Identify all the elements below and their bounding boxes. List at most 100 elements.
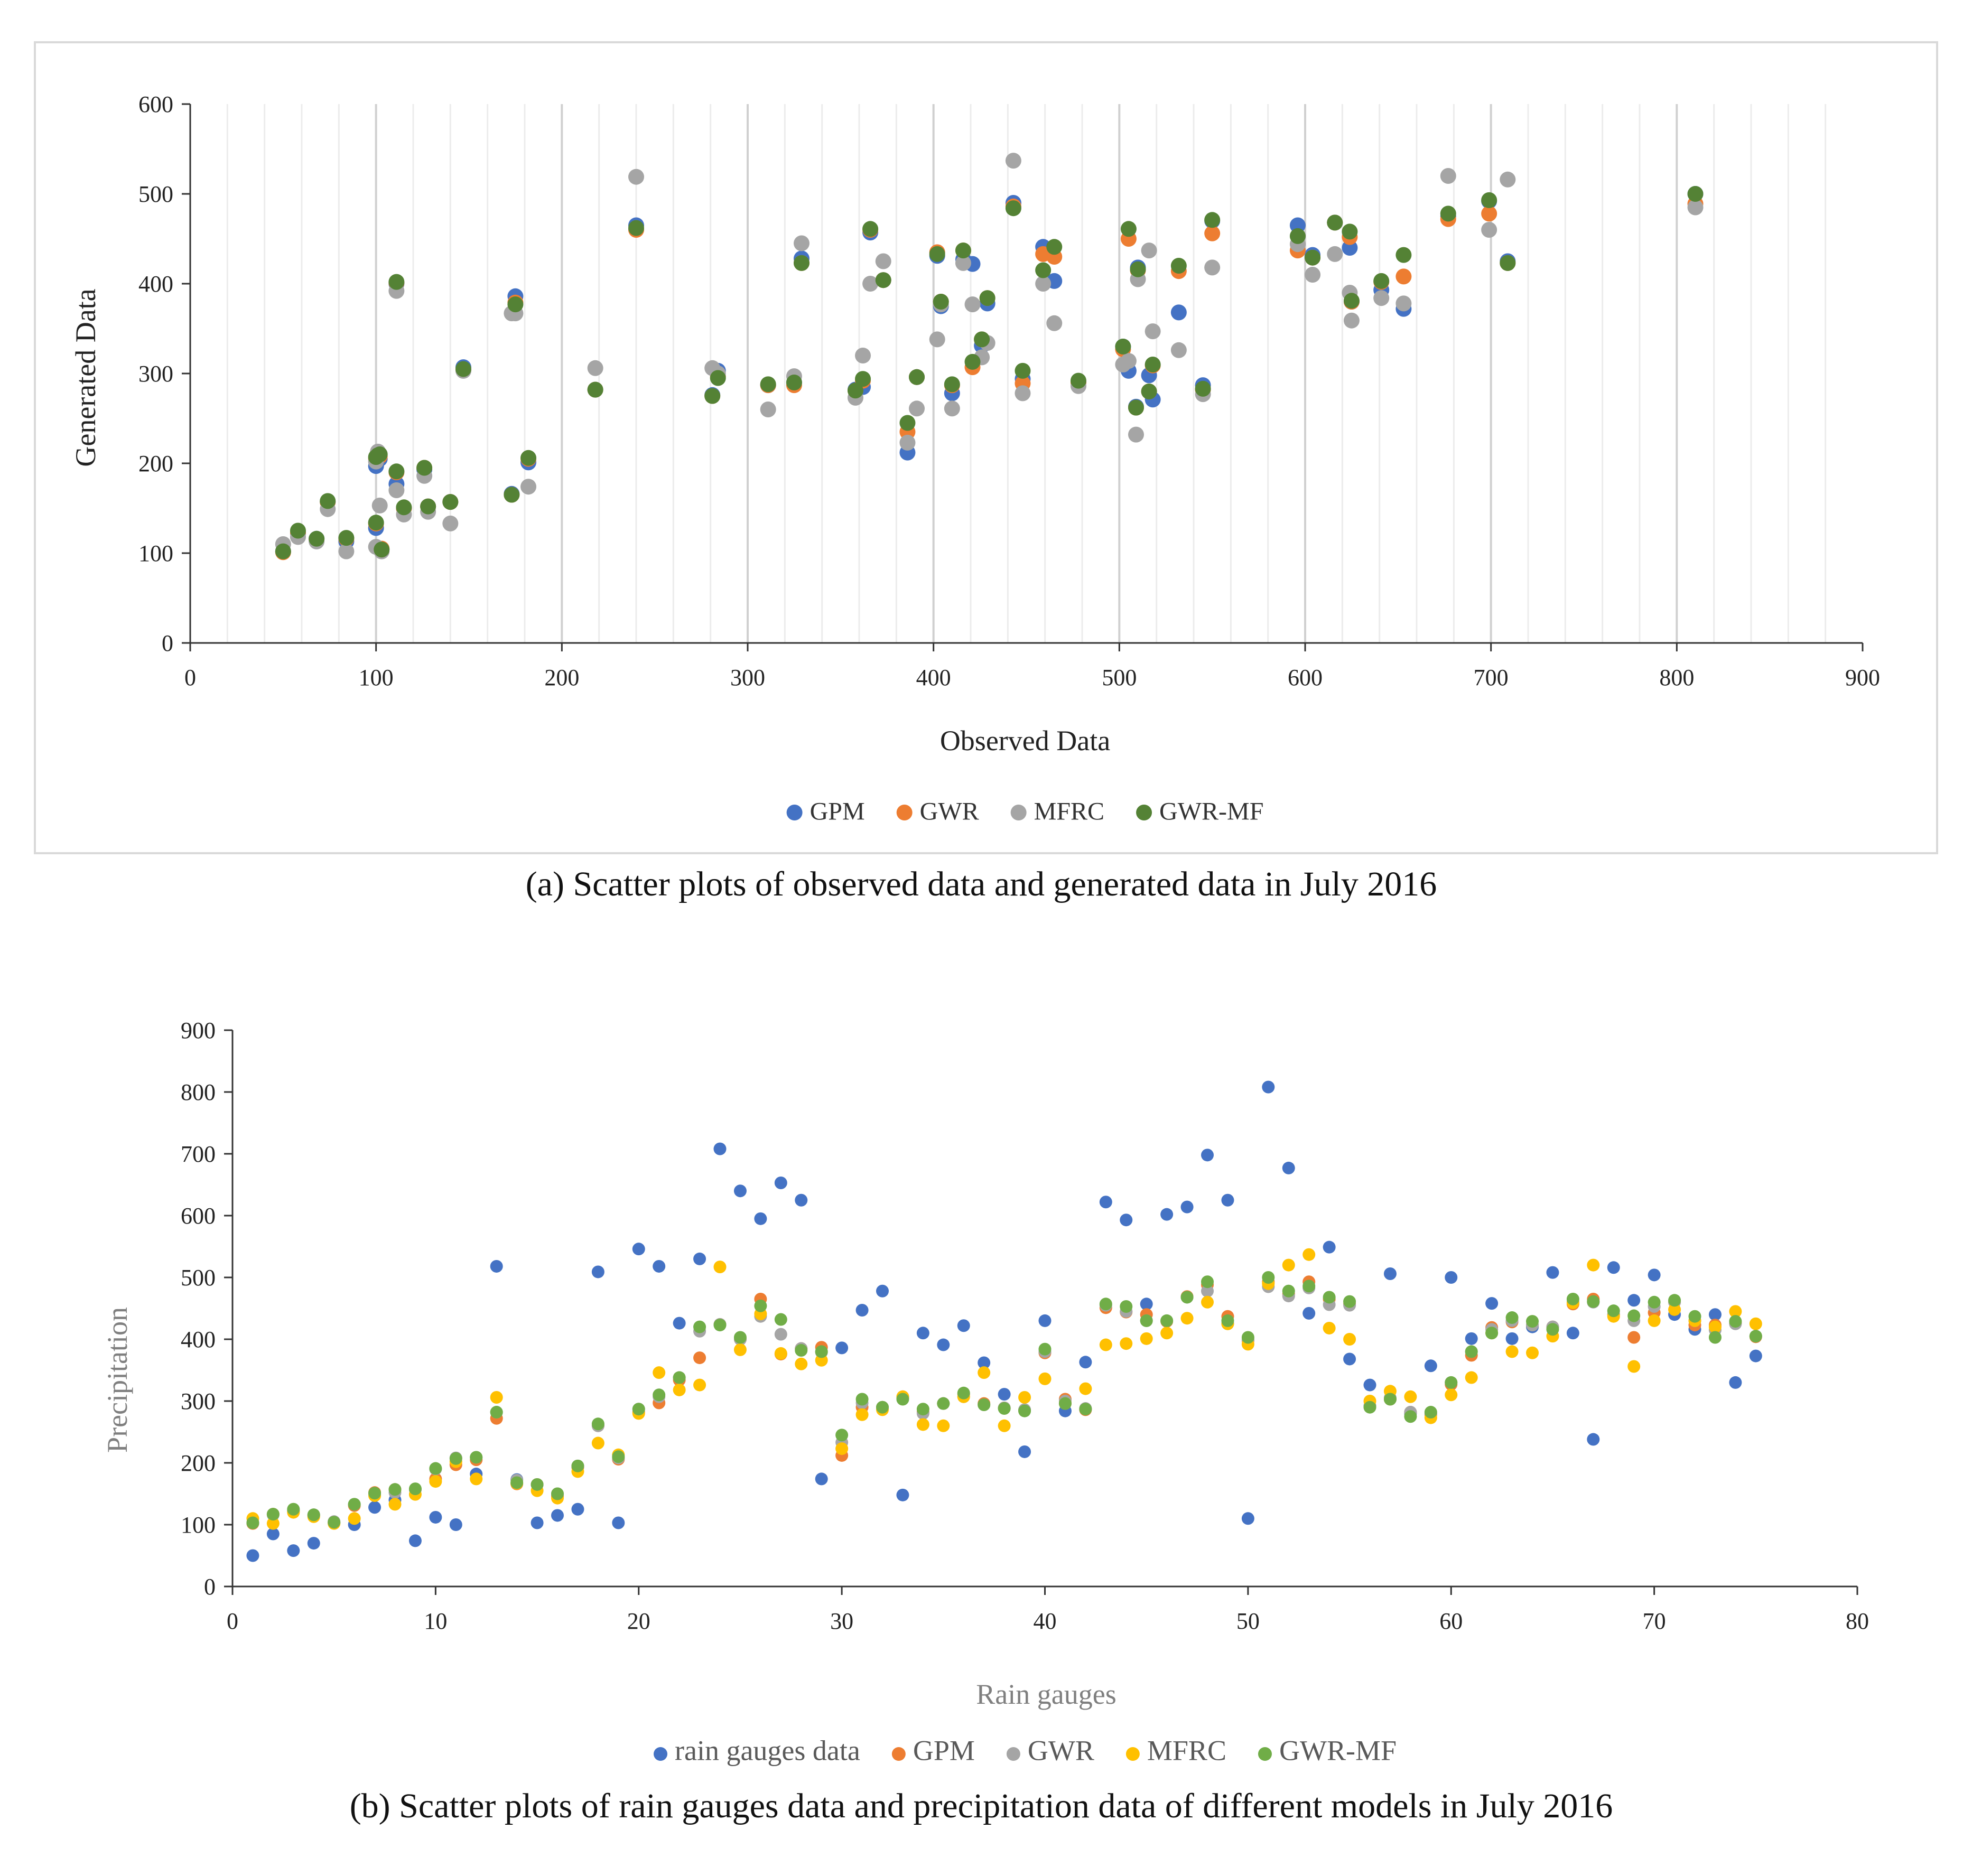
data-point	[290, 522, 306, 539]
x-tick-label: 10	[424, 1608, 447, 1634]
data-point	[713, 1142, 727, 1155]
data-point	[612, 1450, 625, 1463]
x-tick-label: 100	[359, 665, 394, 690]
data-point	[774, 1176, 787, 1189]
data-point	[591, 1436, 604, 1450]
legend-label: GPM	[810, 798, 865, 826]
data-point	[628, 169, 644, 185]
data-point	[1627, 1360, 1641, 1373]
data-point	[442, 515, 459, 531]
data-point	[1627, 1294, 1641, 1307]
data-point	[855, 1393, 869, 1406]
data-point	[1607, 1261, 1620, 1274]
data-point	[875, 272, 891, 288]
data-point	[653, 1259, 666, 1273]
data-point	[388, 482, 405, 498]
series-gwr-mf	[275, 186, 1704, 559]
data-point	[591, 1417, 604, 1431]
data-point	[1687, 199, 1704, 216]
legend-marker	[654, 1747, 668, 1761]
data-point	[1481, 192, 1497, 208]
chart-a-caption: (a) Scatter plots of observed data and g…	[526, 865, 1437, 903]
data-point	[551, 1509, 564, 1522]
data-point	[320, 493, 336, 509]
data-point	[1195, 380, 1211, 397]
y-tick-label: 500	[138, 181, 173, 207]
data-point	[978, 1398, 991, 1412]
data-point	[673, 1371, 686, 1384]
legend-item: GWR	[1006, 1735, 1094, 1767]
data-point	[490, 1406, 503, 1419]
data-point	[1046, 239, 1063, 255]
data-point	[416, 460, 433, 476]
data-point	[1465, 1332, 1478, 1345]
data-point	[388, 1483, 402, 1496]
data-point	[520, 450, 537, 466]
data-point	[933, 294, 949, 310]
data-point	[1204, 212, 1221, 228]
x-tick-label: 70	[1643, 1608, 1666, 1634]
data-point	[1440, 168, 1456, 184]
data-point	[1120, 1300, 1133, 1313]
data-point	[1587, 1295, 1600, 1308]
data-point	[507, 296, 524, 313]
y-tick-label: 700	[181, 1141, 216, 1167]
data-point	[955, 242, 971, 259]
data-point	[713, 1261, 727, 1274]
data-point	[1343, 1295, 1356, 1308]
data-point	[774, 1347, 787, 1360]
data-point	[504, 487, 520, 503]
data-point	[1130, 261, 1146, 277]
legend-label: rain gauges data	[675, 1735, 860, 1767]
data-point	[1327, 214, 1343, 231]
data-point	[786, 375, 802, 390]
data-point	[957, 1319, 970, 1332]
data-point	[1465, 1345, 1478, 1358]
data-point	[1015, 362, 1031, 379]
data-point	[1099, 1196, 1112, 1209]
data-point	[937, 1338, 950, 1351]
data-point	[1079, 1403, 1092, 1416]
data-point	[348, 1498, 361, 1511]
data-point	[338, 530, 355, 546]
data-point	[531, 1478, 544, 1491]
data-point	[1120, 1337, 1133, 1350]
data-point	[929, 331, 945, 348]
data-point	[944, 400, 960, 417]
data-point	[1445, 1376, 1458, 1389]
data-point	[396, 499, 412, 516]
data-point	[1648, 1314, 1661, 1327]
data-point	[1465, 1371, 1478, 1384]
data-point	[916, 1327, 929, 1340]
data-point	[408, 1534, 422, 1547]
data-point	[964, 353, 981, 370]
data-point	[1648, 1268, 1661, 1282]
data-point	[1015, 385, 1031, 402]
data-point	[449, 1518, 462, 1531]
data-point	[855, 348, 871, 363]
data-point	[1373, 273, 1390, 289]
chart-a-xlabel: Observed Data	[940, 725, 1110, 757]
data-point	[368, 1487, 382, 1500]
data-point	[1070, 372, 1086, 389]
data-point	[1038, 1372, 1052, 1385]
data-point	[571, 1502, 584, 1516]
data-point	[847, 382, 863, 399]
data-point	[1160, 1208, 1174, 1221]
x-tick-label: 800	[1659, 665, 1694, 690]
data-point	[1383, 1393, 1397, 1406]
data-point	[1668, 1294, 1681, 1307]
y-tick-label: 0	[204, 1574, 216, 1600]
chart-a: 0 100 200 300 400 500 600 0 100 200 300 400 500 600 70…	[138, 91, 1880, 690]
data-point	[455, 361, 471, 377]
data-point	[307, 1537, 320, 1550]
data-point	[266, 1517, 280, 1530]
data-point	[1440, 206, 1456, 222]
data-point	[710, 370, 726, 386]
data-point	[1140, 1314, 1153, 1327]
data-point	[733, 1184, 747, 1198]
legend-marker	[896, 805, 913, 820]
data-point	[793, 235, 810, 251]
data-point	[1749, 1317, 1762, 1330]
data-point	[1424, 1406, 1437, 1419]
